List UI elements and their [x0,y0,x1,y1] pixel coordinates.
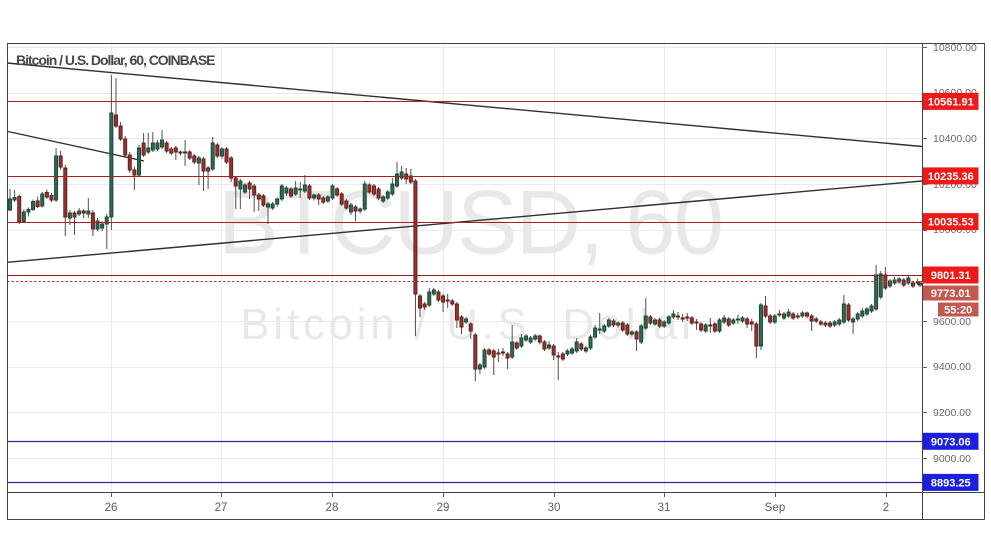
svg-text:26: 26 [105,502,118,514]
svg-text:9400.00: 9400.00 [933,361,971,373]
svg-text:10400.00: 10400.00 [933,133,977,145]
svg-text:55:20: 55:20 [944,305,972,317]
svg-text:9801.31: 9801.31 [931,270,971,282]
svg-text:29: 29 [437,502,450,514]
svg-text:9073.06: 9073.06 [931,436,971,448]
svg-text:31: 31 [658,502,671,514]
svg-text:9200.00: 9200.00 [933,407,971,419]
svg-text:Sep: Sep [765,502,785,514]
svg-text:28: 28 [326,502,339,514]
svg-text:9600.00: 9600.00 [933,316,971,328]
svg-text:9773.01: 9773.01 [931,288,971,300]
svg-text:10035.53: 10035.53 [928,217,974,229]
svg-text:9000.00: 9000.00 [933,453,971,465]
svg-text:30: 30 [548,502,561,514]
svg-text:10800.00: 10800.00 [933,42,977,54]
svg-text:2: 2 [883,502,889,514]
svg-text:27: 27 [215,502,228,514]
svg-text:10235.36: 10235.36 [928,171,974,183]
svg-text:8893.25: 8893.25 [931,478,971,490]
svg-text:Bitcoin / U.S. Dollar, 60, COI: Bitcoin / U.S. Dollar, 60, COINBASE [16,52,215,68]
svg-text:10561.91: 10561.91 [928,97,974,109]
